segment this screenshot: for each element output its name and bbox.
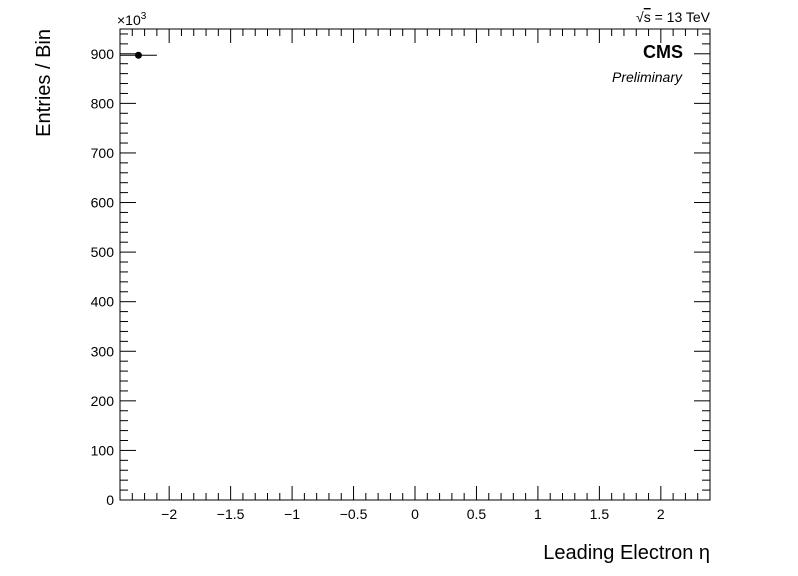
energy-label: √s = 13 TeV (636, 9, 711, 25)
x-tick-label: 1 (534, 506, 542, 522)
y-tick-label: 600 (91, 195, 115, 211)
x-axis-ticks (119, 29, 711, 500)
x-tick-label: −0.5 (340, 506, 368, 522)
y-tick-label: 800 (91, 95, 115, 111)
data-points (120, 51, 157, 59)
x-tick-label: −1.5 (217, 506, 245, 522)
x-tick-label: −2 (161, 506, 177, 522)
x-tick-label: 1.5 (590, 506, 610, 522)
y-axis-ticks (120, 33, 710, 501)
x-tick-label: 0.5 (467, 506, 487, 522)
status-label: Preliminary (612, 69, 683, 85)
y-tick-label: 200 (91, 393, 115, 409)
y-axis-label: Entries / Bin (33, 29, 55, 137)
y-tick-label: 400 (91, 294, 115, 310)
y-axis-tick-labels: 0 100 200 300 400 500 600 700 800 900 (91, 46, 115, 508)
y-tick-label: 100 (91, 442, 115, 458)
y-tick-label: 0 (106, 492, 114, 508)
x-tick-label: −1 (284, 506, 300, 522)
x-tick-label: 0 (411, 506, 419, 522)
y-tick-label: 700 (91, 145, 115, 161)
y-tick-label: 500 (91, 244, 115, 260)
x-axis-tick-labels: −2 −1.5 −1 −0.5 0 0.5 1 1.5 2 (161, 506, 665, 522)
x-tick-label: 2 (657, 506, 665, 522)
experiment-label: CMS (643, 42, 683, 62)
y-tick-label: 300 (91, 343, 115, 359)
y-multiplier-label: ×103 (117, 11, 147, 28)
data-point (134, 51, 142, 59)
plot-frame (119, 28, 711, 501)
x-axis-label: Leading Electron η (543, 542, 710, 564)
y-tick-label: 900 (91, 46, 115, 62)
